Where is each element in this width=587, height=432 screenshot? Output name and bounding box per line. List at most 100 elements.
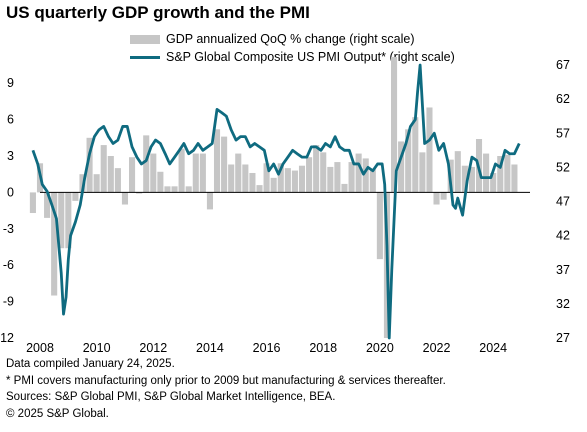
gdp-bar [355, 153, 362, 193]
legend-item-gdp: GDP annualized QoQ % change (right scale… [130, 30, 455, 48]
x-tick-label: 2022 [423, 341, 451, 355]
gdp-bar [433, 192, 440, 205]
gdp-bar [277, 163, 284, 193]
gdp-bar [192, 153, 199, 193]
gdp-bar [284, 168, 291, 193]
note-pmi: * PMI covers manufacturing only prior to… [6, 374, 446, 387]
gdp-bar [100, 145, 107, 193]
gdp-bar [298, 165, 306, 193]
legend-swatch-gdp [130, 34, 160, 44]
gdp-bar [263, 163, 270, 193]
right-tick-label: 37 [556, 263, 570, 277]
gdp-bar [221, 136, 228, 193]
gdp-bar [213, 129, 221, 193]
gdp-bar [199, 153, 206, 193]
right-tick-label: 57 [556, 126, 570, 140]
gdp-bar [72, 192, 79, 201]
gdp-bar [497, 156, 504, 193]
gdp-bar [58, 192, 65, 249]
gdp-bar [334, 162, 341, 193]
gdp-bar [440, 192, 447, 200]
x-tick-label: 2010 [83, 341, 111, 355]
right-tick-label: 62 [556, 92, 570, 106]
gdp-bar [29, 192, 36, 214]
gdp-bar [164, 186, 171, 193]
right-tick-label: 27 [556, 331, 570, 345]
gdp-bar [157, 171, 164, 193]
note-sources: Sources: S&P Global PMI, S&P Global Mark… [6, 391, 336, 403]
x-tick-label: 2012 [139, 341, 167, 355]
x-tick-label: 2020 [366, 341, 394, 355]
x-tick-label: 2016 [253, 341, 281, 355]
gdp-bar [348, 162, 355, 193]
legend-label-pmi: S&P Global Composite US PMI Output* (rig… [166, 50, 455, 64]
gdp-bar [405, 129, 412, 193]
gdp-bar [65, 192, 72, 249]
gdp-bar [270, 177, 277, 193]
legend-swatch-pmi [130, 55, 160, 59]
left-tick-label: 6 [7, 113, 14, 127]
left-tick-label: 3 [7, 149, 14, 163]
gdp-bar [249, 172, 256, 193]
gdp-bar [461, 165, 468, 193]
gdp-bar [107, 156, 114, 193]
gdp-bar [228, 164, 235, 193]
x-tick-label: 2018 [309, 341, 337, 355]
right-tick-label: 32 [556, 297, 570, 311]
gdp-bar [412, 117, 419, 193]
note-date: Data compiled January 24, 2025. [6, 358, 175, 370]
gdp-bar [178, 148, 185, 193]
gdp-bar [504, 154, 511, 193]
gdp-bar [291, 170, 298, 193]
gdp-bar [93, 174, 100, 193]
pmi-line [31, 63, 521, 340]
gdp-bar [490, 172, 497, 193]
gdp-bar [391, 57, 398, 193]
legend-label-gdp: GDP annualized QoQ % change (right scale… [166, 32, 415, 46]
gdp-bar [150, 153, 157, 193]
x-tick-label: 2008 [26, 341, 54, 355]
gdp-bar [376, 192, 383, 260]
left-tick-label: -3 [3, 222, 14, 236]
gdp-bar [320, 152, 327, 193]
gdp-bar [136, 192, 143, 194]
gdp-bar [206, 192, 213, 210]
gdp-bar [235, 153, 242, 193]
chart-notes: Data compiled January 24, 2025. * PMI co… [6, 356, 446, 422]
gdp-bar [468, 166, 475, 193]
note-copyright: © 2025 S&P Global. [6, 407, 109, 420]
gdp-bar [185, 186, 192, 193]
gdp-bar [341, 183, 348, 193]
left-tick-label: -6 [3, 258, 14, 272]
gdp-bar [242, 164, 249, 193]
left-tick-label: 9 [7, 76, 14, 90]
gdp-bar [86, 137, 93, 193]
gdp-bar [306, 157, 313, 193]
gdp-bar [419, 152, 426, 193]
gdp-bar [362, 158, 369, 193]
gdp-bar [369, 169, 376, 193]
x-tick-label: 2014 [196, 341, 224, 355]
left-tick-label: -9 [3, 295, 14, 309]
gdp-bar [44, 192, 51, 218]
gdp-bar [114, 168, 121, 193]
gdp-bar [426, 107, 433, 193]
legend: GDP annualized QoQ % change (right scale… [130, 30, 455, 66]
right-tick-label: 52 [556, 160, 570, 174]
gdp-bar [256, 185, 263, 193]
right-tick-label: 42 [556, 229, 570, 243]
left-tick-label: 0 [7, 185, 14, 199]
left-tick-label: -12 [0, 331, 14, 345]
legend-item-pmi: S&P Global Composite US PMI Output* (rig… [130, 48, 455, 66]
gdp-bar [129, 157, 136, 193]
gdp-bar [171, 186, 178, 193]
gdp-bar [51, 192, 58, 296]
gdp-bar [121, 192, 129, 205]
chart-title: US quarterly GDP growth and the PMI [6, 3, 310, 22]
x-tick-label: 2024 [479, 341, 507, 355]
right-tick-label: 47 [556, 195, 570, 209]
gdp-bar [143, 135, 150, 193]
right-tick-label: 67 [556, 58, 570, 72]
gdp-bar [313, 145, 320, 193]
gdp-bar [511, 164, 518, 193]
